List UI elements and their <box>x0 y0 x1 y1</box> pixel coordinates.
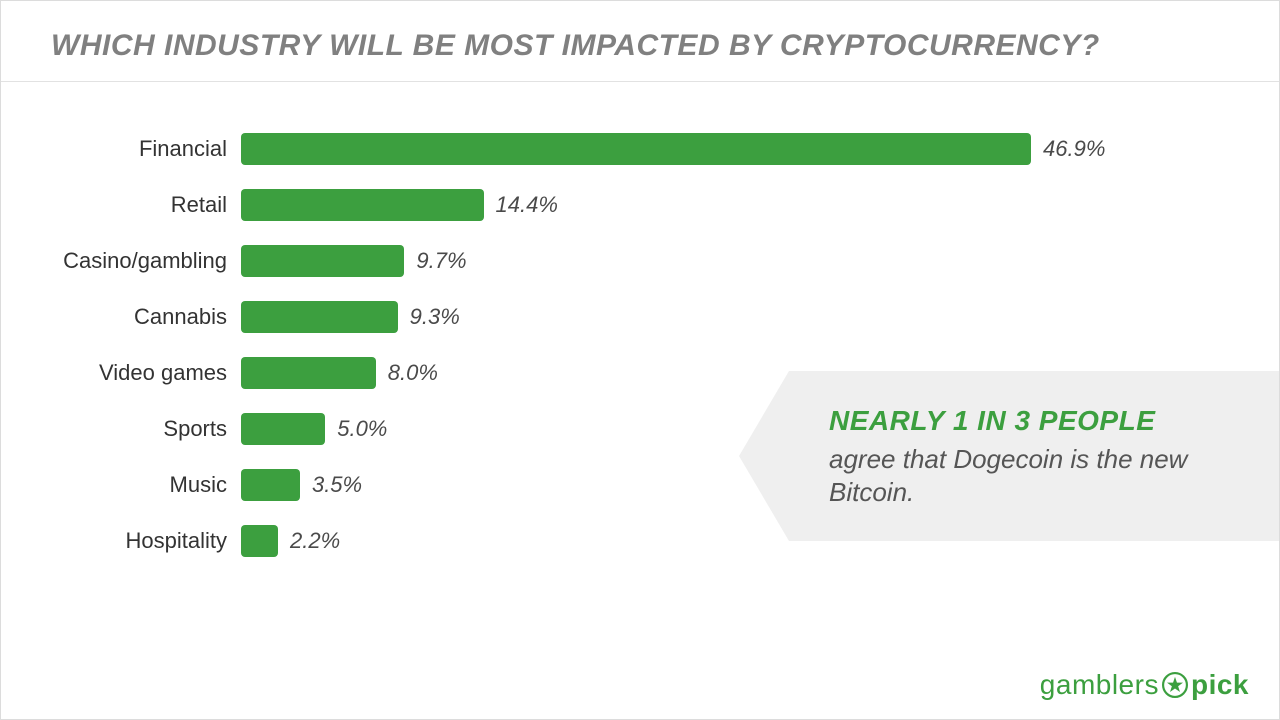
callout-box: NEARLY 1 IN 3 PEOPLE agree that Dogecoin… <box>739 371 1279 541</box>
category-label: Music <box>51 472 241 498</box>
category-label: Cannabis <box>51 304 241 330</box>
callout-body: agree that Dogecoin is the new Bitcoin. <box>829 443 1239 508</box>
value-label: 9.7% <box>416 248 466 274</box>
logo-text-part1: gamblers <box>1040 669 1159 701</box>
value-label: 5.0% <box>337 416 387 442</box>
value-label: 9.3% <box>410 304 460 330</box>
callout-headline: NEARLY 1 IN 3 PEOPLE <box>829 405 1239 437</box>
bar-row: Financial 46.9% <box>51 121 1151 177</box>
bar-wrap: 9.3% <box>241 301 460 333</box>
bar-wrap: 3.5% <box>241 469 362 501</box>
star-icon <box>1161 671 1189 699</box>
value-label: 3.5% <box>312 472 362 498</box>
bar-wrap: 5.0% <box>241 413 387 445</box>
value-label: 14.4% <box>496 192 558 218</box>
bar-row: Casino/gambling 9.7% <box>51 233 1151 289</box>
page-title: WHICH INDUSTRY WILL BE MOST IMPACTED BY … <box>1 1 1279 82</box>
bar-wrap: 46.9% <box>241 133 1105 165</box>
bar-wrap: 2.2% <box>241 525 340 557</box>
logo-text-part2: pick <box>1191 669 1249 701</box>
category-label: Hospitality <box>51 528 241 554</box>
bar <box>241 245 404 277</box>
bar-row: Cannabis 9.3% <box>51 289 1151 345</box>
value-label: 2.2% <box>290 528 340 554</box>
bar <box>241 189 484 221</box>
bar <box>241 413 325 445</box>
value-label: 8.0% <box>388 360 438 386</box>
bar <box>241 133 1031 165</box>
bar-wrap: 14.4% <box>241 189 558 221</box>
bar <box>241 469 300 501</box>
category-label: Video games <box>51 360 241 386</box>
bar <box>241 357 376 389</box>
infographic-page: WHICH INDUSTRY WILL BE MOST IMPACTED BY … <box>0 0 1280 720</box>
category-label: Financial <box>51 136 241 162</box>
bar-wrap: 8.0% <box>241 357 438 389</box>
category-label: Sports <box>51 416 241 442</box>
bar-wrap: 9.7% <box>241 245 467 277</box>
value-label: 46.9% <box>1043 136 1105 162</box>
bar <box>241 525 278 557</box>
brand-logo: gamblers pick <box>1040 669 1249 701</box>
category-label: Casino/gambling <box>51 248 241 274</box>
category-label: Retail <box>51 192 241 218</box>
bar <box>241 301 398 333</box>
bar-row: Retail 14.4% <box>51 177 1151 233</box>
